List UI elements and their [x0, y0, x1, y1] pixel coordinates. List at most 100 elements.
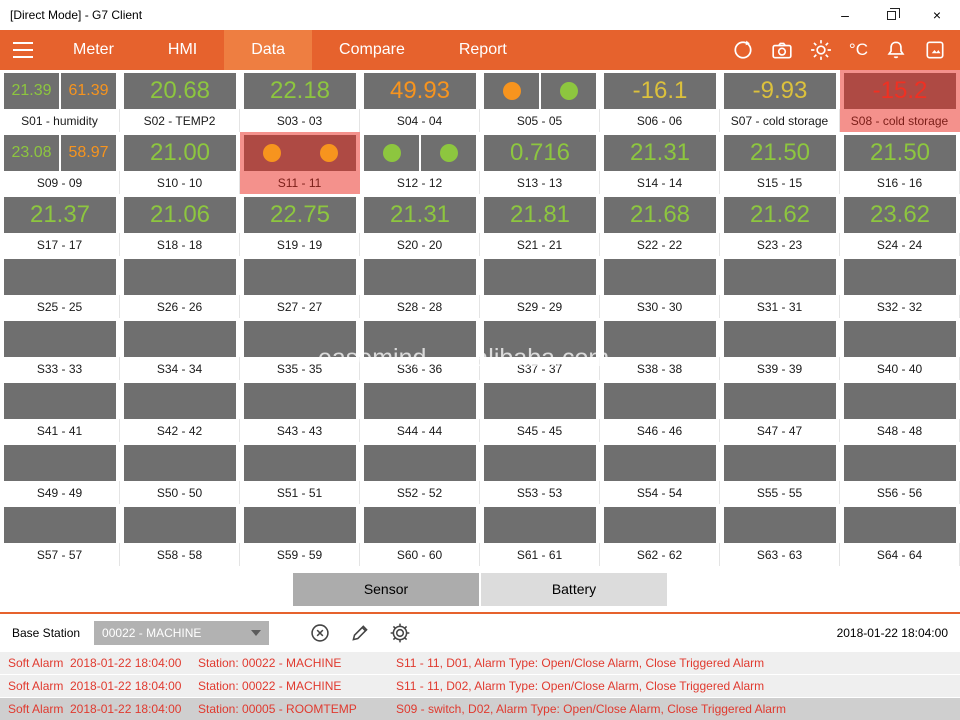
sensor-tile[interactable]: 0.716 S13 - 13: [480, 132, 600, 194]
sensor-tile[interactable]: 21.50 S16 - 16: [840, 132, 960, 194]
sensor-tile[interactable]: 21.37 S17 - 17: [0, 194, 120, 256]
sensor-label: S60 - 60: [360, 543, 480, 566]
sensor-tile[interactable]: S37 - 37: [480, 318, 600, 380]
sensor-value: -9.93: [752, 77, 808, 104]
cancel-circle-icon[interactable]: [309, 622, 331, 644]
sensor-tile[interactable]: S50 - 50: [120, 442, 240, 504]
brightness-icon[interactable]: [810, 39, 832, 61]
sensor-tile[interactable]: 20.68 S02 - TEMP2: [120, 70, 240, 132]
sensor-tile[interactable]: S30 - 30: [600, 256, 720, 318]
sensor-value-box: [124, 507, 236, 543]
tab-report[interactable]: Report: [458, 41, 507, 58]
sensor-tile[interactable]: 21.62 S23 - 23: [720, 194, 840, 256]
close-button[interactable]: ×: [932, 7, 942, 23]
sensor-tile[interactable]: S52 - 52: [360, 442, 480, 504]
sensor-tile[interactable]: S11 - 11: [240, 132, 360, 194]
sensor-tile[interactable]: 49.93 S04 - 04: [360, 70, 480, 132]
tab-data[interactable]: Data: [224, 30, 313, 70]
sensor-tile[interactable]: S45 - 45: [480, 380, 600, 442]
sensor-tile[interactable]: S54 - 54: [600, 442, 720, 504]
sensor-tile[interactable]: S55 - 55: [720, 442, 840, 504]
sensor-tile[interactable]: S05 - 05: [480, 70, 600, 132]
sensor-tile[interactable]: S51 - 51: [240, 442, 360, 504]
sensor-label: S01 - humidity: [0, 109, 120, 132]
sensor-tile[interactable]: S33 - 33: [0, 318, 120, 380]
sensor-tile[interactable]: 23.08 58.97 S09 - 09: [0, 132, 120, 194]
alarm-log-row[interactable]: Soft Alarm 2018-01-22 18:04:00 Station: 00…: [0, 652, 960, 674]
sensor-tile[interactable]: S61 - 61: [480, 504, 600, 566]
sensor-tile[interactable]: S40 - 40: [840, 318, 960, 380]
camera-icon[interactable]: [771, 39, 793, 61]
sensor-tile[interactable]: S32 - 32: [840, 256, 960, 318]
sensor-tile[interactable]: S62 - 62: [600, 504, 720, 566]
sensor-value-box: [604, 383, 716, 419]
tab-hmi[interactable]: HMI: [167, 41, 198, 58]
sensor-tile[interactable]: S59 - 59: [240, 504, 360, 566]
export-image-icon[interactable]: [924, 39, 946, 61]
sensor-tile[interactable]: S34 - 34: [120, 318, 240, 380]
sensor-value: 21.50: [869, 139, 931, 166]
sensor-tile[interactable]: S64 - 64: [840, 504, 960, 566]
sensor-tile[interactable]: 21.31 S20 - 20: [360, 194, 480, 256]
sensor-tile[interactable]: S47 - 47: [720, 380, 840, 442]
sensor-tile[interactable]: -15.2 S08 - cold storage: [840, 70, 960, 132]
edit-pencil-icon[interactable]: [349, 622, 371, 644]
sensor-tile[interactable]: 21.81 S21 - 21: [480, 194, 600, 256]
sensor-tile[interactable]: S38 - 38: [600, 318, 720, 380]
nav-tabs: Meter HMI Data Compare Report: [46, 30, 534, 70]
sensor-tile[interactable]: S25 - 25: [0, 256, 120, 318]
sensor-tile[interactable]: S41 - 41: [0, 380, 120, 442]
sensor-tile[interactable]: S26 - 26: [120, 256, 240, 318]
sensor-tile[interactable]: S63 - 63: [720, 504, 840, 566]
alarm-log-row[interactable]: Soft Alarm 2018-01-22 18:04:00 Station: 00…: [0, 675, 960, 697]
sensor-tile[interactable]: S44 - 44: [360, 380, 480, 442]
sensor-label: S13 - 13: [480, 171, 600, 194]
sensor-tile[interactable]: -9.93 S07 - cold storage: [720, 70, 840, 132]
temperature-unit-icon[interactable]: °C: [848, 40, 868, 59]
alarm-log-row[interactable]: Soft Alarm 2018-01-22 18:04:00 Station: 00…: [0, 698, 960, 720]
alarm-station: Station: 00022 - MACHINE: [198, 679, 342, 693]
sensor-button[interactable]: Sensor: [293, 572, 479, 606]
sensor-tile[interactable]: S31 - 31: [720, 256, 840, 318]
sensor-tile[interactable]: S49 - 49: [0, 442, 120, 504]
tab-compare[interactable]: Compare: [339, 41, 405, 58]
sensor-tile[interactable]: 22.75 S19 - 19: [240, 194, 360, 256]
tab-meter[interactable]: Meter: [73, 41, 114, 58]
sensor-tile[interactable]: -16.1 S06 - 06: [600, 70, 720, 132]
alarm-bell-icon[interactable]: [885, 39, 907, 61]
sensor-value-box: 21.31: [604, 135, 716, 171]
minimize-button[interactable]: –: [841, 7, 849, 23]
sensor-tile[interactable]: 21.50 S15 - 15: [720, 132, 840, 194]
sensor-value-box: [724, 507, 836, 543]
sensor-tile[interactable]: S35 - 35: [240, 318, 360, 380]
base-station-dropdown[interactable]: 00022 - MACHINE: [94, 621, 270, 645]
sensor-tile[interactable]: 21.00 S10 - 10: [120, 132, 240, 194]
sensor-tile[interactable]: S58 - 58: [120, 504, 240, 566]
sensor-tile[interactable]: S57 - 57: [0, 504, 120, 566]
hamburger-menu-icon[interactable]: [0, 30, 46, 70]
sensor-tile[interactable]: S27 - 27: [240, 256, 360, 318]
restore-button[interactable]: [868, 0, 914, 30]
sensor-tile[interactable]: S39 - 39: [720, 318, 840, 380]
sensor-tile[interactable]: 21.68 S22 - 22: [600, 194, 720, 256]
sensor-tile[interactable]: S46 - 46: [600, 380, 720, 442]
sensor-tile[interactable]: 23.62 S24 - 24: [840, 194, 960, 256]
sensor-value-box: [124, 383, 236, 419]
sync-icon[interactable]: [732, 39, 754, 61]
sensor-tile[interactable]: S48 - 48: [840, 380, 960, 442]
sensor-tile[interactable]: S12 - 12: [360, 132, 480, 194]
sensor-tile[interactable]: S28 - 28: [360, 256, 480, 318]
battery-button[interactable]: Battery: [481, 572, 667, 606]
sensor-tile[interactable]: S36 - 36: [360, 318, 480, 380]
sensor-tile[interactable]: S60 - 60: [360, 504, 480, 566]
sensor-tile[interactable]: S53 - 53: [480, 442, 600, 504]
sensor-tile[interactable]: 21.39 61.39 S01 - humidity: [0, 70, 120, 132]
sensor-tile[interactable]: S29 - 29: [480, 256, 600, 318]
sensor-tile[interactable]: 22.18 S03 - 03: [240, 70, 360, 132]
sensor-tile[interactable]: S42 - 42: [120, 380, 240, 442]
sensor-tile[interactable]: 21.06 S18 - 18: [120, 194, 240, 256]
sensor-tile[interactable]: 21.31 S14 - 14: [600, 132, 720, 194]
settings-gear-icon[interactable]: [389, 622, 411, 644]
sensor-tile[interactable]: S56 - 56: [840, 442, 960, 504]
sensor-tile[interactable]: S43 - 43: [240, 380, 360, 442]
